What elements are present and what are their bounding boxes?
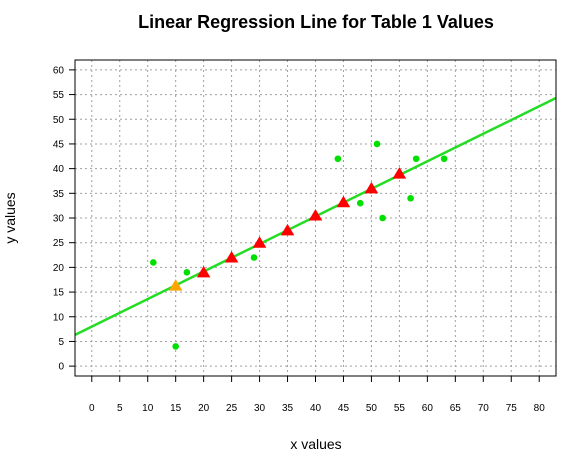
- data-point-triangle: [224, 251, 239, 263]
- x-tick-label: 50: [366, 403, 378, 414]
- x-tick-label: 60: [422, 403, 434, 414]
- y-tick-label: 20: [53, 263, 65, 274]
- data-point-circle: [440, 155, 448, 163]
- grid-lines: [75, 60, 556, 376]
- data-point-circle: [356, 199, 364, 207]
- data-point-circle: [407, 194, 414, 202]
- x-tick-label: 70: [478, 403, 490, 414]
- data-point-triangle: [392, 167, 407, 179]
- x-axis-ticks: 0 5 10 15 20 25 30 35 40 45 50 55 60 65 70 75 80: [89, 376, 545, 414]
- y-tick-label: 60: [53, 65, 65, 76]
- x-tick-label: 25: [226, 403, 238, 414]
- y-tick-label: 45: [53, 139, 65, 150]
- data-point-triangle: [280, 223, 295, 236]
- data-point-circle: [250, 254, 258, 261]
- data-point-circle: [172, 343, 179, 350]
- x-tick-label: 5: [117, 403, 123, 414]
- y-tick-label: 55: [53, 90, 65, 101]
- y-tick-label: 50: [53, 115, 65, 126]
- data-point-triangle: [336, 195, 351, 208]
- y-tick-label: 0: [58, 362, 64, 373]
- x-tick-label: 75: [506, 403, 518, 414]
- y-axis-label: y values: [2, 192, 18, 243]
- data-point-triangle: [252, 236, 267, 248]
- y-tick-label: 5: [58, 337, 64, 348]
- y-tick-label: 15: [53, 288, 65, 299]
- x-tick-label: 45: [338, 403, 350, 414]
- y-axis-ticks: 0 5 10 15 20 25 30 35 40 45 50 55 60: [53, 65, 75, 373]
- y-tick-label: 10: [53, 312, 65, 323]
- data-point-triangle: [364, 181, 379, 194]
- x-axis-label: x values: [290, 436, 341, 452]
- x-tick-label: 30: [254, 403, 266, 414]
- data-point-triangle: [308, 209, 323, 221]
- data-point-triangle: [196, 265, 211, 278]
- data-point-circle: [150, 259, 157, 266]
- y-tick-label: 35: [53, 189, 65, 200]
- x-tick-label: 55: [394, 403, 406, 414]
- x-tick-label: 20: [198, 403, 210, 414]
- data-point-circle: [373, 140, 381, 148]
- x-tick-label: 40: [310, 403, 322, 414]
- data-point-circle: [379, 214, 386, 222]
- data-point-circle: [334, 155, 342, 163]
- data-points: [150, 140, 448, 350]
- data-point-circle: [412, 155, 420, 163]
- x-tick-label: 80: [534, 403, 546, 414]
- y-tick-label: 25: [53, 238, 65, 249]
- chart-title: Linear Regression Line for Table 1 Value…: [138, 12, 494, 32]
- y-tick-label: 40: [53, 164, 65, 175]
- x-tick-label: 35: [282, 403, 294, 414]
- x-tick-label: 65: [450, 403, 462, 414]
- x-tick-label: 0: [89, 403, 95, 414]
- y-tick-label: 30: [53, 214, 65, 225]
- data-point-circle: [183, 269, 191, 276]
- data-point-triangle: [168, 279, 183, 291]
- x-tick-label: 10: [142, 403, 154, 414]
- x-tick-label: 15: [170, 403, 182, 414]
